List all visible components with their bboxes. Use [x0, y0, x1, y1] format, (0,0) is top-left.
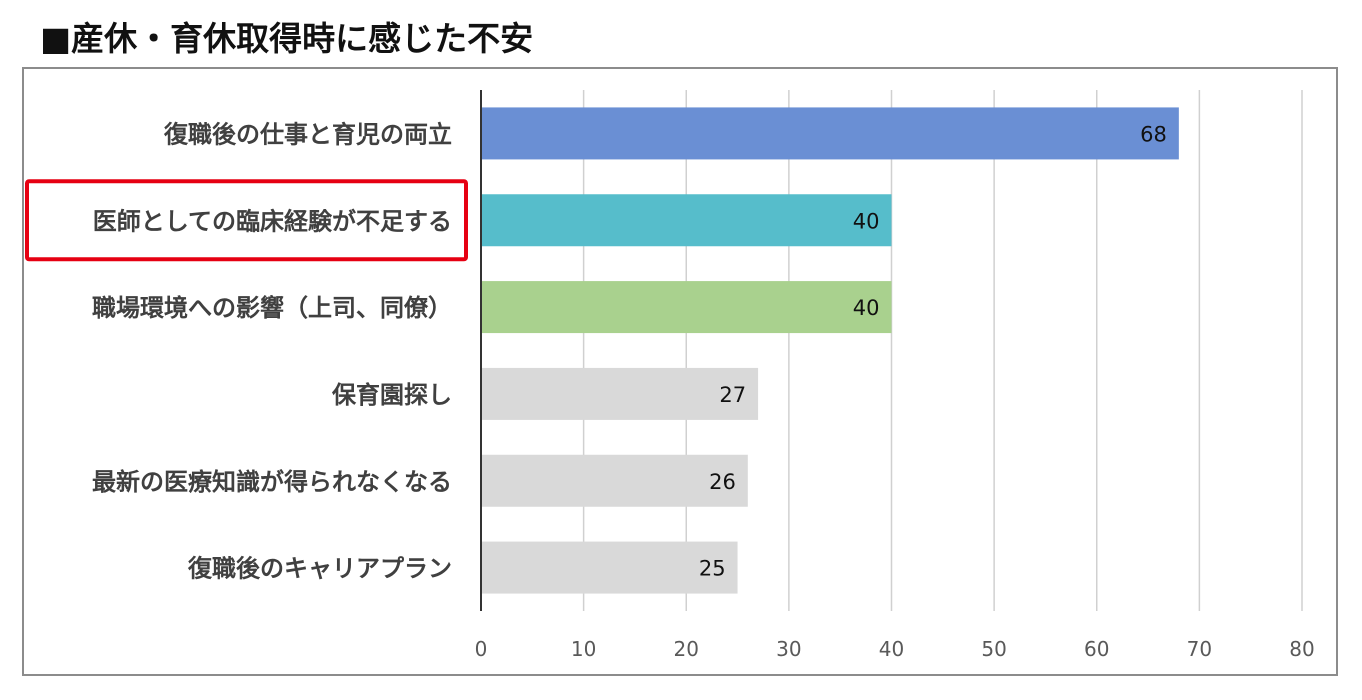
- data-label: 25: [699, 557, 726, 581]
- category-label: 復職後のキャリアプラン: [187, 555, 452, 583]
- bar: [481, 367, 759, 420]
- x-tick-label: 50: [981, 637, 1006, 661]
- data-label: 27: [719, 383, 746, 407]
- category-label: 復職後の仕事と育児の両立: [163, 120, 452, 148]
- x-tick-label: 20: [674, 637, 699, 661]
- data-label: 68: [1140, 122, 1167, 146]
- x-tick-label: 10: [571, 637, 596, 661]
- x-tick-label: 60: [1084, 637, 1109, 661]
- data-label: 40: [853, 209, 880, 233]
- x-tick-label: 40: [879, 637, 904, 661]
- category-label: 最新の医療知識が得られなくなる: [92, 468, 452, 496]
- chart-title: ■産休・育休取得時に感じた不安: [40, 19, 534, 58]
- bar: [481, 281, 892, 334]
- x-tick-label: 80: [1289, 637, 1314, 661]
- category-label: 職場環境への影響（上司、同僚）: [92, 294, 452, 322]
- highlight-box: [25, 179, 468, 262]
- chart-frame: [22, 67, 1338, 676]
- data-label: 40: [853, 296, 880, 320]
- bar: [481, 194, 892, 247]
- category-label: 医師としての臨床経験が不足する: [93, 207, 452, 235]
- data-label: 26: [709, 470, 736, 494]
- bar: [481, 541, 738, 594]
- x-tick-label: 30: [776, 637, 801, 661]
- x-tick-label: 70: [1187, 637, 1212, 661]
- bar: [481, 454, 748, 507]
- x-tick-label: 0: [475, 637, 488, 661]
- category-label: 保育園探し: [331, 381, 452, 409]
- bar: [481, 107, 1179, 160]
